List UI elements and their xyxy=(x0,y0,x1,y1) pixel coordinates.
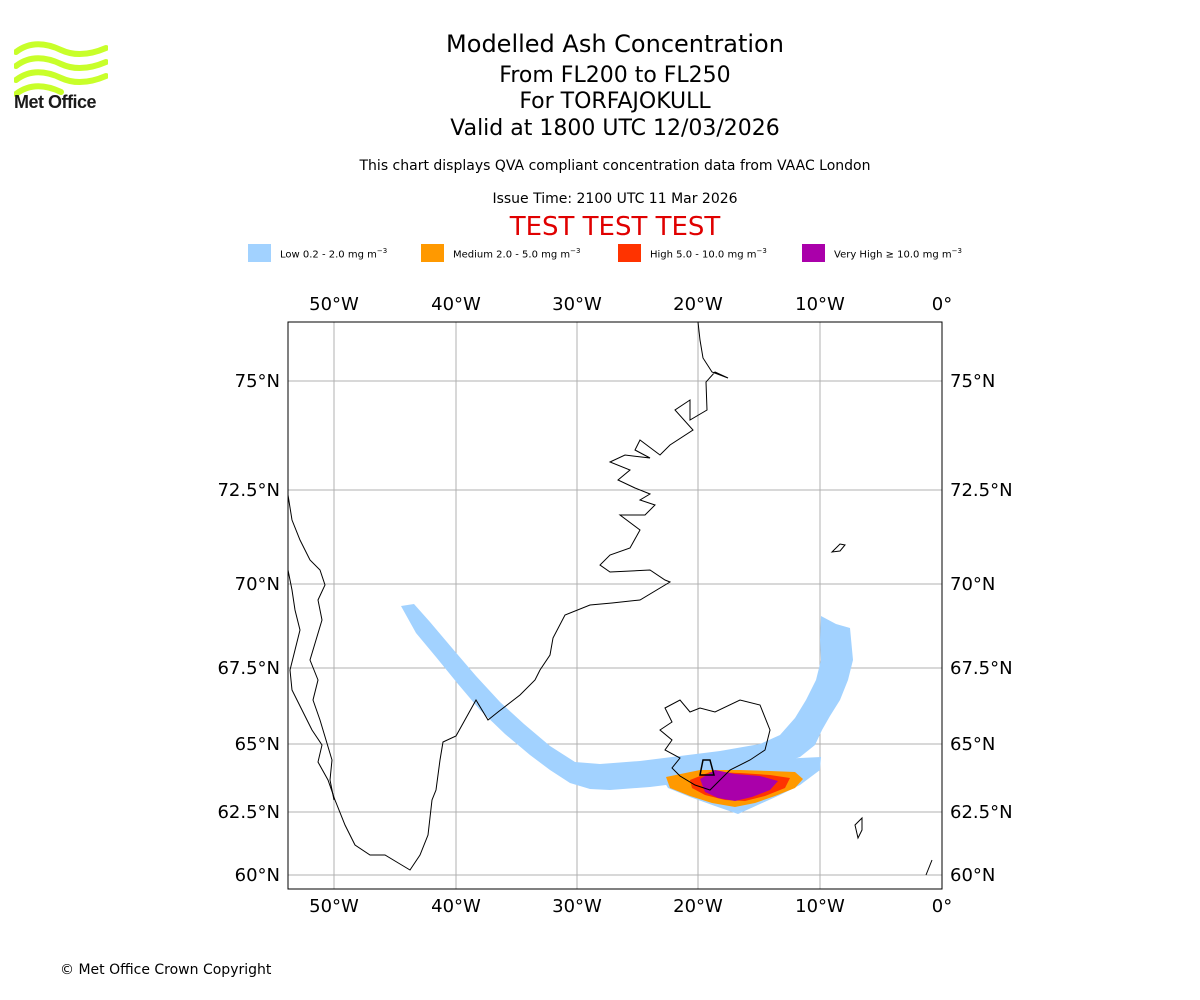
lon-label-bottom: 30°W xyxy=(552,896,602,917)
copyright-notice: © Met Office Crown Copyright xyxy=(60,962,272,978)
lon-label-top: 10°W xyxy=(795,294,845,315)
lat-label-right: 67.5°N xyxy=(950,658,1013,679)
lat-label-left: 72.5°N xyxy=(217,480,280,501)
concentration-legend: Low 0.2 - 2.0 mg m−3 Medium 2.0 - 5.0 mg… xyxy=(0,244,1200,264)
lat-label-right: 75°N xyxy=(950,371,995,392)
chart-subtitle: This chart displays QVA compliant concen… xyxy=(359,158,871,174)
ash-very-high xyxy=(700,770,778,801)
met-office-logo-waves xyxy=(14,41,108,97)
coastline-east-greenland xyxy=(288,322,729,871)
legend-swatch-low xyxy=(248,244,271,262)
coastline-iceland xyxy=(659,699,771,791)
legend-label-medium: Medium 2.0 - 5.0 mg m−3 xyxy=(453,247,581,261)
lat-label-right: 70°N xyxy=(950,574,995,595)
legend-swatch-high xyxy=(618,244,641,262)
lon-label-bottom: 20°W xyxy=(673,896,723,917)
lat-label-right: 65°N xyxy=(950,734,995,755)
coastline-shetland xyxy=(925,859,933,876)
coastline-jan-mayen xyxy=(830,543,846,553)
valid-time: Valid at 1800 UTC 12/03/2026 xyxy=(450,116,780,141)
lon-labels-bottom: 50°W 40°W 30°W 20°W 10°W 0° xyxy=(309,896,952,917)
lat-label-right: 72.5°N xyxy=(950,480,1013,501)
lon-label-top: 30°W xyxy=(552,294,602,315)
met-office-logo-text: Met Office xyxy=(14,92,97,112)
lat-label-left: 65°N xyxy=(235,734,280,755)
ash-low-plume xyxy=(401,604,853,790)
lon-label-top: 20°W xyxy=(673,294,723,315)
lon-label-bottom: 0° xyxy=(932,896,952,917)
legend-swatch-medium xyxy=(421,244,444,262)
issue-time: Issue Time: 2100 UTC 11 Mar 2026 xyxy=(492,191,738,207)
lon-label-bottom: 10°W xyxy=(795,896,845,917)
lon-label-top: 50°W xyxy=(309,294,359,315)
lat-labels-left: 75°N 72.5°N 70°N 67.5°N 65°N 62.5°N 60°N xyxy=(217,371,280,886)
lon-labels-top: 50°W 40°W 30°W 20°W 10°W 0° xyxy=(309,294,952,315)
lon-label-bottom: 40°W xyxy=(431,896,481,917)
lat-label-right: 60°N xyxy=(950,865,995,886)
legend-label-high: High 5.0 - 10.0 mg m−3 xyxy=(650,247,767,261)
coastlines xyxy=(288,322,933,876)
chart-title: Modelled Ash Concentration xyxy=(446,30,784,58)
flight-level-range: From FL200 to FL250 xyxy=(499,63,731,88)
lon-label-top: 0° xyxy=(932,294,952,315)
lat-labels-right: 75°N 72.5°N 70°N 67.5°N 65°N 62.5°N 60°N xyxy=(950,371,1013,886)
legend-label-very-high: Very High ≥ 10.0 mg m−3 xyxy=(834,247,962,261)
volcano-name: For TORFAJOKULL xyxy=(519,89,711,114)
coastline-west-greenland xyxy=(288,494,335,801)
map-frame xyxy=(287,321,943,890)
test-banner: TEST TEST TEST xyxy=(509,212,721,242)
lon-label-top: 40°W xyxy=(431,294,481,315)
lat-label-left: 60°N xyxy=(235,865,280,886)
volcano-marker xyxy=(699,759,715,776)
coastline-faroe xyxy=(854,816,863,840)
gridlines xyxy=(288,322,942,889)
lon-label-bottom: 50°W xyxy=(309,896,359,917)
legend-label-low: Low 0.2 - 2.0 mg m−3 xyxy=(280,247,388,261)
lat-label-left: 67.5°N xyxy=(217,658,280,679)
lat-label-left: 75°N xyxy=(235,371,280,392)
lat-label-left: 70°N xyxy=(235,574,280,595)
lat-label-left: 62.5°N xyxy=(217,802,280,823)
lat-label-right: 62.5°N xyxy=(950,802,1013,823)
legend-swatch-very-high xyxy=(802,244,825,262)
